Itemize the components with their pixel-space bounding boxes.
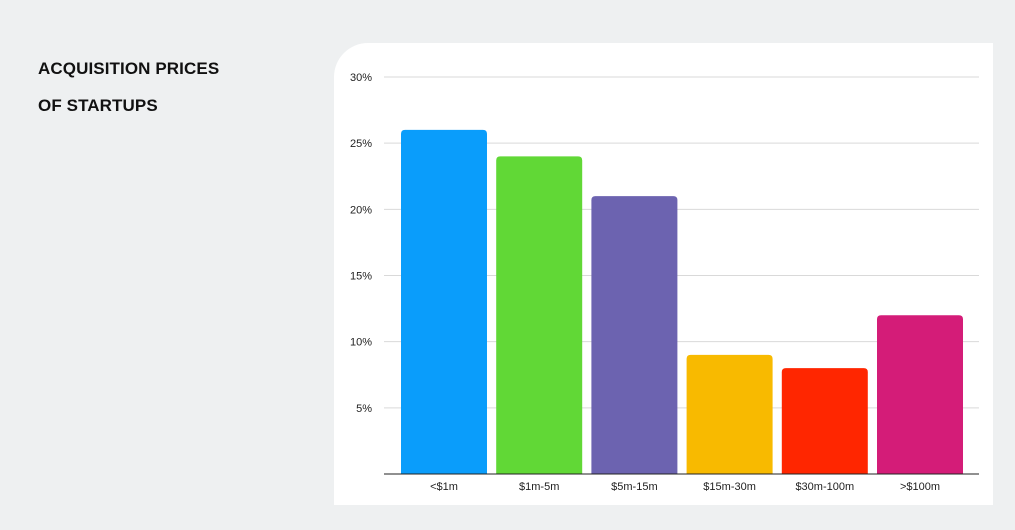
bar-0 (401, 129, 487, 474)
x-tick-label: $30m-100m (795, 481, 854, 493)
y-tick-label: 5% (356, 403, 372, 415)
bar-4 (781, 368, 868, 474)
y-tick-label: 10% (350, 337, 372, 349)
bar-5 (877, 315, 963, 474)
chart-title: ACQUISITION PRICES OF STARTUPS (38, 50, 318, 124)
bars (401, 129, 963, 474)
x-tick-label: <$1m (430, 481, 458, 493)
x-tick-label: >$100m (900, 481, 940, 493)
x-tick-label: $1m-5m (519, 481, 559, 493)
tick-labels: 5% 10% 15% 20% 25% 30% <$1m $1m-5m $5m-15m $15m-3… (350, 72, 940, 493)
y-tick-label: 30% (350, 72, 372, 84)
x-tick-label: $15m-30m (703, 481, 756, 493)
bar-2 (591, 196, 678, 474)
chart-title-line-1: ACQUISITION PRICES (38, 59, 220, 78)
x-tick-label: $5m-15m (611, 481, 657, 493)
chart-title-line-2: OF STARTUPS (38, 96, 158, 115)
bar-3 (686, 354, 773, 474)
y-tick-label: 20% (350, 204, 372, 216)
y-tick-label: 15% (350, 271, 372, 283)
y-tick-label: 25% (350, 138, 372, 150)
bar-chart: 5% 10% 15% 20% 25% 30% <$1m $1m-5m $5m-15m $15m-3… (350, 72, 979, 493)
bar-1 (496, 156, 583, 474)
